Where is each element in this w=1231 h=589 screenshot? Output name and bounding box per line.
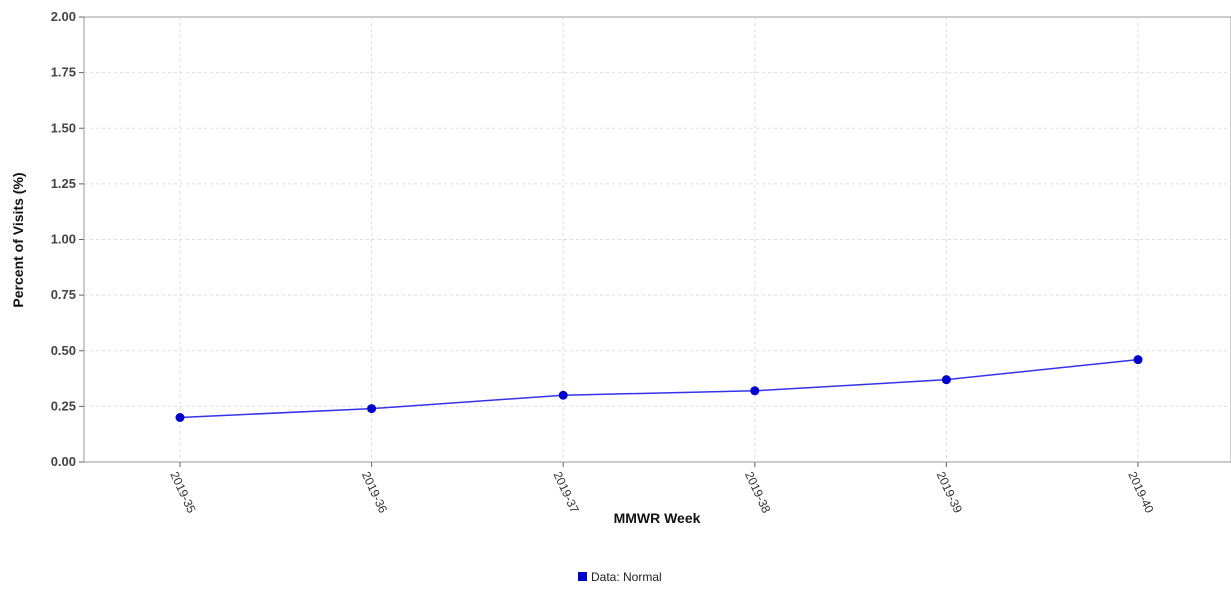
legend-label: Data: Normal — [591, 570, 662, 584]
legend-swatch — [578, 572, 587, 581]
x-tick-label: 2019-36 — [359, 469, 390, 515]
y-axis-title: Percent of Visits (%) — [10, 172, 26, 307]
series-layer — [175, 355, 1143, 422]
y-tick-label: 2.00 — [51, 9, 76, 24]
x-tick-label: 2019-38 — [742, 469, 773, 515]
x-tick-label: 2019-39 — [934, 469, 965, 515]
data-point — [941, 375, 951, 385]
data-point — [175, 413, 185, 422]
y-tick-label: 1.75 — [51, 65, 76, 80]
data-point — [558, 390, 568, 400]
y-axis: 0.00 0.25 0.50 0.75 1.00 1.25 1.50 1.75 2.00 — [51, 9, 84, 469]
data-point — [1133, 355, 1143, 365]
data-point — [367, 404, 377, 414]
x-axis-title: MMWR Week — [614, 510, 701, 526]
x-tick-label: 2019-35 — [167, 469, 198, 515]
y-tick-label: 0.50 — [51, 343, 76, 358]
series-line — [179, 358, 1139, 419]
x-axis: 2019-35 2019-36 2019-37 2019-38 2019-39 2019-… — [167, 462, 1157, 515]
y-tick-label: 0.00 — [51, 454, 76, 469]
x-tick-label: 2019-37 — [550, 469, 581, 515]
y-tick-label: 0.75 — [51, 287, 76, 302]
y-tick-label: 1.50 — [51, 120, 76, 135]
grid — [84, 17, 1231, 462]
legend: Data: Normal — [578, 570, 662, 584]
y-tick-label: 1.25 — [51, 176, 76, 191]
y-tick-label: 0.25 — [51, 398, 76, 413]
data-point — [750, 386, 760, 396]
y-tick-label: 1.00 — [51, 232, 76, 247]
x-tick-label: 2019-40 — [1125, 469, 1156, 515]
